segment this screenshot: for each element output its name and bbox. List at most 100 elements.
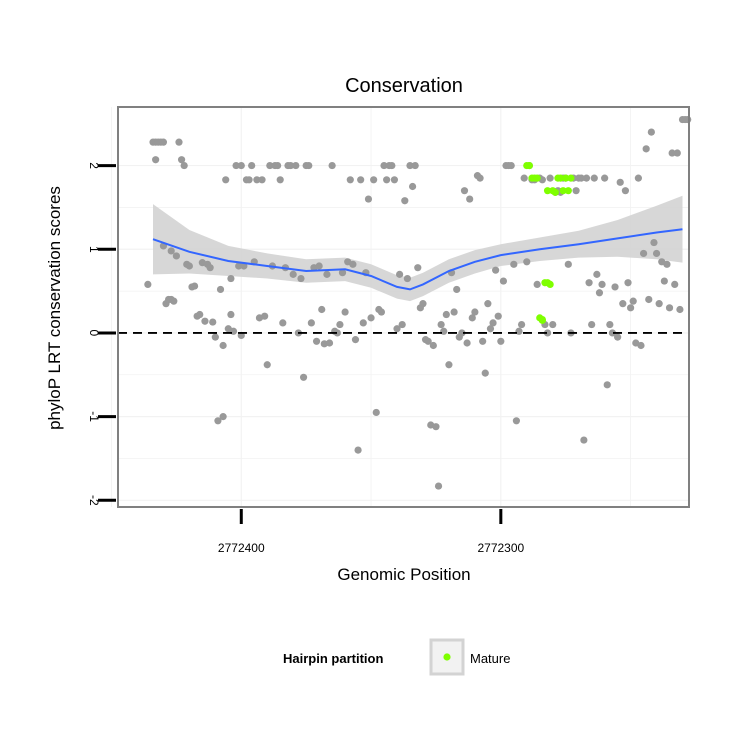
data-point [307,319,315,327]
data-point [315,262,323,270]
data-point [663,260,671,268]
data-point [499,277,508,285]
data-point [494,312,502,320]
data-point [629,297,637,305]
data-point [377,308,386,316]
y-tick-label: 0 [87,330,101,337]
data-point [671,280,679,289]
data-point [318,305,326,314]
data-point [624,279,632,287]
data-point-mature [533,174,541,182]
data-point [668,149,676,157]
data-point [652,249,661,258]
data-point [471,308,479,316]
legend-label-mature: Mature [470,651,510,666]
data-point [463,339,471,347]
data-point [328,161,336,170]
data-point [595,289,604,297]
legend-title: Hairpin partition [283,651,383,666]
data-point [515,327,523,335]
data-point [517,320,526,329]
data-point [673,149,681,157]
data-point [227,310,235,319]
data-point [434,482,443,490]
data-point [580,436,588,444]
panel-border [117,106,690,508]
data-point [510,260,518,268]
data-point [479,337,487,345]
data-point [323,270,331,278]
data-point [414,264,422,272]
data-point [523,258,531,266]
x-tick-label: 2772400 [218,541,265,555]
data-point [489,319,497,327]
data-point-mature [564,187,572,195]
data-point [297,274,305,283]
data-point [406,161,414,170]
data-point [507,161,515,170]
y-tick-label: 1 [87,246,101,253]
data-point [354,446,362,454]
data-point [608,329,617,337]
data-point [364,195,373,203]
data-point [582,174,591,182]
data-point [393,325,401,333]
points-mature [523,161,575,324]
data-point [619,300,627,308]
axes: -2 -1 0 1 2 2772400 2772300 [87,162,525,555]
data-point [606,320,614,329]
y-tick-label: -1 [87,411,101,422]
data-point [196,310,204,319]
data-point [497,337,505,345]
data-point-mature [543,279,552,287]
data-point [211,333,219,341]
data-point [219,341,227,350]
data-point [232,161,240,170]
data-point [601,174,609,182]
data-point [403,274,411,283]
data-point [411,161,419,170]
data-point [312,337,321,345]
y-tick-label: 2 [87,162,101,169]
data-point [453,285,461,294]
data-point-mature [559,187,567,195]
data-point [645,295,653,304]
points-other [144,115,692,490]
data-point [349,260,357,268]
data-point [450,308,458,316]
data-point-mature [543,187,552,195]
data-point [398,320,406,329]
data-point [383,176,391,184]
data-point [665,304,674,312]
data-point [486,325,495,333]
legend-key-box [429,638,465,676]
data-point [185,262,193,270]
data-point [598,280,606,289]
data-point [546,174,554,182]
data-point [235,262,243,270]
data-point [460,187,469,195]
data-point [655,300,663,308]
data-point [289,270,297,278]
data-point [222,176,230,184]
data-point [170,297,178,305]
data-point [614,333,622,341]
data-point [468,314,476,322]
data-point [175,138,183,146]
y-tick-label: -2 [87,495,101,506]
data-point [263,361,271,369]
data-point [512,417,521,425]
data-point [476,174,484,182]
smooth-line [152,228,683,291]
data-point [180,161,188,170]
data-point [458,329,466,337]
data-point [351,336,360,344]
data-point-mature [567,174,575,182]
data-point [611,283,619,291]
data-point [357,176,365,184]
data-point [159,138,168,146]
data-point-mature [551,188,559,196]
data-point [248,161,256,170]
